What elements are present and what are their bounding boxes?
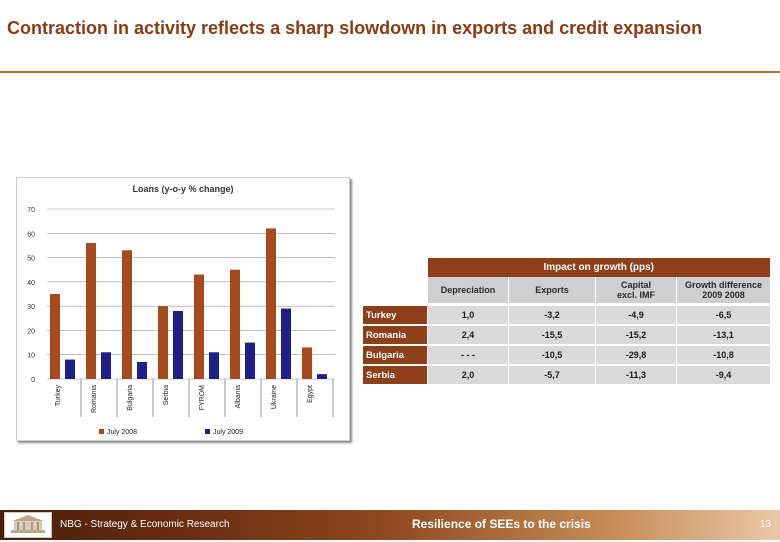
table-corner	[363, 258, 428, 277]
cell-depreciation: - - -	[427, 345, 509, 366]
col-header-growth-difference: Growth difference 2009 2008	[676, 277, 770, 303]
y-tick-label: 60	[27, 231, 35, 238]
category-label: Romania	[91, 385, 98, 413]
y-tick-label: 0	[31, 377, 35, 384]
y-tick-label: 10	[27, 353, 35, 360]
bar-july-2009	[137, 362, 147, 379]
col-header-capital: Capital excl. IMF	[595, 277, 677, 303]
bar-july-2008	[122, 250, 132, 379]
y-tick-label: 30	[27, 304, 35, 311]
bar-july-2009	[245, 342, 255, 379]
bar-july-2008	[158, 306, 168, 379]
row-country: Turkey	[363, 306, 428, 326]
cell-capital: -11,3	[595, 365, 677, 386]
cell-exports: -5,7	[508, 365, 596, 386]
col-header-depreciation: Depreciation	[427, 277, 509, 303]
bar-july-2009	[101, 352, 111, 379]
bar-july-2008	[86, 243, 96, 379]
row-country: Romania	[363, 325, 428, 346]
category-label: FYROM	[199, 385, 206, 410]
legend-swatch	[99, 429, 104, 434]
row-country: Serbia	[363, 365, 428, 386]
table-row: Bulgaria - - - -10,5 -29,8 -10,8	[363, 345, 770, 366]
legend-swatch	[205, 429, 210, 434]
category-label: Ukraine	[271, 385, 278, 409]
cell-depreciation: 2,0	[427, 365, 509, 386]
bar-july-2008	[194, 274, 204, 379]
row-country: Bulgaria	[363, 345, 428, 366]
table-row: Turkey 1,0 -3,2 -4,9 -6,5	[363, 306, 770, 326]
cell-capital: -15,2	[595, 325, 677, 346]
table-row: Romania 2,4 -15,5 -15,2 -13,1	[363, 325, 770, 346]
footer-bar: NBG - Strategy & Economic Research Resil…	[0, 510, 780, 540]
loans-chart-panel: Loans (y-o-y % change) 0 10 20 30 40 50 60 70 Tur…	[16, 177, 350, 441]
table-row: Serbia 2,0 -5,7 -11,3 -9,4	[363, 365, 770, 386]
category-label: Egypt	[307, 385, 314, 403]
bar-july-2009	[281, 308, 291, 379]
cell-capital: -4,9	[595, 306, 677, 326]
cell-growth-difference: -13,1	[676, 325, 770, 346]
bar-july-2008	[230, 269, 240, 379]
cell-depreciation: 1,0	[427, 306, 509, 326]
legend-label: July 2009	[213, 429, 243, 436]
cell-exports: -3,2	[508, 306, 596, 326]
y-tick-label: 70	[27, 207, 35, 214]
chart-title: Loans (y-o-y % change)	[132, 184, 233, 194]
impact-on-growth-table: Impact on growth (pps) Depreciation Expo…	[363, 258, 770, 386]
loans-bar-chart: Loans (y-o-y % change) 0 10 20 30 40 50 60 70 Tur…	[27, 184, 335, 436]
category-label: Turkey	[55, 385, 62, 407]
cell-exports: -15,5	[508, 325, 596, 346]
bar-july-2009	[317, 374, 327, 379]
footer-department: NBG - Strategy & Economic Research	[60, 519, 230, 530]
y-tick-label: 50	[27, 256, 35, 263]
building-icon	[11, 515, 45, 533]
cell-exports: -10,5	[508, 345, 596, 366]
cell-depreciation: 2,4	[427, 325, 509, 346]
cell-growth-difference: -9,4	[676, 365, 770, 386]
category-label: Serbia	[163, 385, 170, 405]
nbg-logo	[4, 512, 52, 538]
bar-july-2009	[173, 311, 183, 379]
title-divider	[0, 71, 780, 73]
bar-july-2008	[50, 294, 60, 379]
cell-growth-difference: -6,5	[676, 306, 770, 326]
bar-july-2009	[65, 359, 75, 379]
bar-july-2008	[302, 347, 312, 379]
cell-growth-difference: -10,8	[676, 345, 770, 366]
page-number: 13	[760, 519, 772, 530]
table-super-header: Impact on growth (pps)	[427, 258, 770, 277]
cell-capital: -29,8	[595, 345, 677, 366]
footer-presentation-title: Resilience of SEEs to the crisis	[412, 517, 591, 531]
slide-title: Contraction in activity reflects a sharp…	[7, 18, 703, 38]
legend-label: July 2008	[107, 429, 137, 436]
y-tick-label: 20	[27, 328, 35, 335]
y-tick-label: 40	[27, 280, 35, 287]
category-label: Albania	[235, 385, 242, 408]
category-label: Bulgaria	[127, 385, 134, 411]
col-header-exports: Exports	[508, 277, 596, 303]
bar-july-2008	[266, 228, 276, 379]
bar-july-2009	[209, 352, 219, 379]
